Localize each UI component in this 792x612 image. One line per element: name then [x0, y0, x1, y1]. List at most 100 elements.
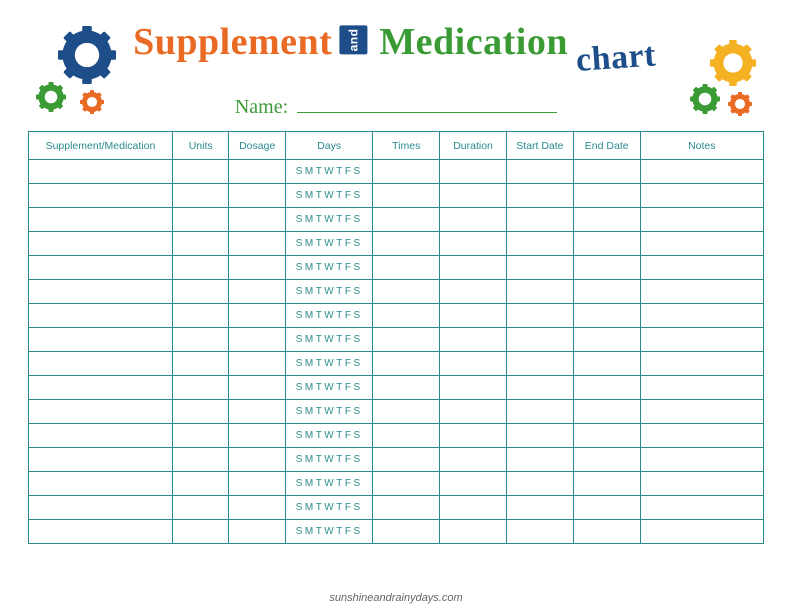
- table-cell[interactable]: [440, 352, 507, 376]
- table-cell[interactable]: [573, 400, 640, 424]
- table-cell[interactable]: [506, 232, 573, 256]
- table-cell[interactable]: [172, 400, 229, 424]
- table-cell[interactable]: [373, 520, 440, 544]
- table-cell[interactable]: [440, 304, 507, 328]
- table-cell[interactable]: [229, 232, 286, 256]
- table-cell[interactable]: [229, 472, 286, 496]
- table-cell[interactable]: [573, 232, 640, 256]
- table-cell[interactable]: [573, 472, 640, 496]
- table-cell[interactable]: [573, 424, 640, 448]
- table-cell[interactable]: [229, 448, 286, 472]
- table-cell[interactable]: [573, 280, 640, 304]
- table-cell[interactable]: [172, 328, 229, 352]
- table-cell[interactable]: [640, 448, 763, 472]
- table-cell[interactable]: [506, 520, 573, 544]
- table-cell[interactable]: [172, 376, 229, 400]
- table-cell[interactable]: [229, 256, 286, 280]
- table-cell[interactable]: [573, 520, 640, 544]
- table-cell[interactable]: [440, 496, 507, 520]
- table-cell[interactable]: [573, 160, 640, 184]
- table-cell[interactable]: SMTWTFS: [285, 472, 372, 496]
- table-cell[interactable]: [640, 376, 763, 400]
- table-cell[interactable]: [440, 208, 507, 232]
- table-cell[interactable]: [440, 328, 507, 352]
- table-cell[interactable]: [373, 496, 440, 520]
- table-cell[interactable]: SMTWTFS: [285, 184, 372, 208]
- table-cell[interactable]: [172, 256, 229, 280]
- table-cell[interactable]: [440, 160, 507, 184]
- table-cell[interactable]: [29, 184, 173, 208]
- table-cell[interactable]: [506, 400, 573, 424]
- table-cell[interactable]: [373, 280, 440, 304]
- table-cell[interactable]: [373, 208, 440, 232]
- table-cell[interactable]: [640, 472, 763, 496]
- table-cell[interactable]: [573, 256, 640, 280]
- table-cell[interactable]: [229, 352, 286, 376]
- table-cell[interactable]: [373, 376, 440, 400]
- table-cell[interactable]: [29, 208, 173, 232]
- table-cell[interactable]: [172, 520, 229, 544]
- table-cell[interactable]: [172, 472, 229, 496]
- table-cell[interactable]: [172, 352, 229, 376]
- table-cell[interactable]: [440, 472, 507, 496]
- table-cell[interactable]: [229, 184, 286, 208]
- table-cell[interactable]: [229, 208, 286, 232]
- table-cell[interactable]: [440, 280, 507, 304]
- table-cell[interactable]: [229, 400, 286, 424]
- table-cell[interactable]: [506, 376, 573, 400]
- table-cell[interactable]: [172, 208, 229, 232]
- table-cell[interactable]: [640, 232, 763, 256]
- table-cell[interactable]: [373, 448, 440, 472]
- table-cell[interactable]: [506, 328, 573, 352]
- table-cell[interactable]: SMTWTFS: [285, 400, 372, 424]
- table-cell[interactable]: [29, 472, 173, 496]
- table-cell[interactable]: [506, 496, 573, 520]
- name-input-line[interactable]: [297, 99, 557, 113]
- table-cell[interactable]: [440, 400, 507, 424]
- table-cell[interactable]: SMTWTFS: [285, 424, 372, 448]
- table-cell[interactable]: [506, 472, 573, 496]
- table-cell[interactable]: [29, 232, 173, 256]
- table-cell[interactable]: [172, 280, 229, 304]
- table-cell[interactable]: [229, 376, 286, 400]
- table-cell[interactable]: [573, 328, 640, 352]
- table-cell[interactable]: [373, 160, 440, 184]
- table-cell[interactable]: [373, 400, 440, 424]
- table-cell[interactable]: [229, 496, 286, 520]
- table-cell[interactable]: [29, 400, 173, 424]
- table-cell[interactable]: [640, 400, 763, 424]
- table-cell[interactable]: [506, 160, 573, 184]
- table-cell[interactable]: [29, 328, 173, 352]
- table-cell[interactable]: [573, 496, 640, 520]
- table-cell[interactable]: [640, 208, 763, 232]
- table-cell[interactable]: [640, 184, 763, 208]
- table-cell[interactable]: SMTWTFS: [285, 328, 372, 352]
- table-cell[interactable]: [440, 184, 507, 208]
- table-cell[interactable]: [506, 184, 573, 208]
- table-cell[interactable]: SMTWTFS: [285, 256, 372, 280]
- table-cell[interactable]: [229, 304, 286, 328]
- table-cell[interactable]: [573, 208, 640, 232]
- table-cell[interactable]: [229, 424, 286, 448]
- table-cell[interactable]: [573, 376, 640, 400]
- table-cell[interactable]: [440, 256, 507, 280]
- table-cell[interactable]: [440, 424, 507, 448]
- table-cell[interactable]: SMTWTFS: [285, 232, 372, 256]
- table-cell[interactable]: [573, 184, 640, 208]
- table-cell[interactable]: [172, 424, 229, 448]
- table-cell[interactable]: SMTWTFS: [285, 448, 372, 472]
- table-cell[interactable]: [172, 232, 229, 256]
- table-cell[interactable]: SMTWTFS: [285, 352, 372, 376]
- table-cell[interactable]: [506, 304, 573, 328]
- table-cell[interactable]: [229, 520, 286, 544]
- table-cell[interactable]: [29, 520, 173, 544]
- table-cell[interactable]: [640, 160, 763, 184]
- table-cell[interactable]: [29, 496, 173, 520]
- table-cell[interactable]: [29, 160, 173, 184]
- table-cell[interactable]: [29, 304, 173, 328]
- table-cell[interactable]: [640, 352, 763, 376]
- table-cell[interactable]: [640, 280, 763, 304]
- table-cell[interactable]: [373, 352, 440, 376]
- table-cell[interactable]: [373, 232, 440, 256]
- table-cell[interactable]: [29, 256, 173, 280]
